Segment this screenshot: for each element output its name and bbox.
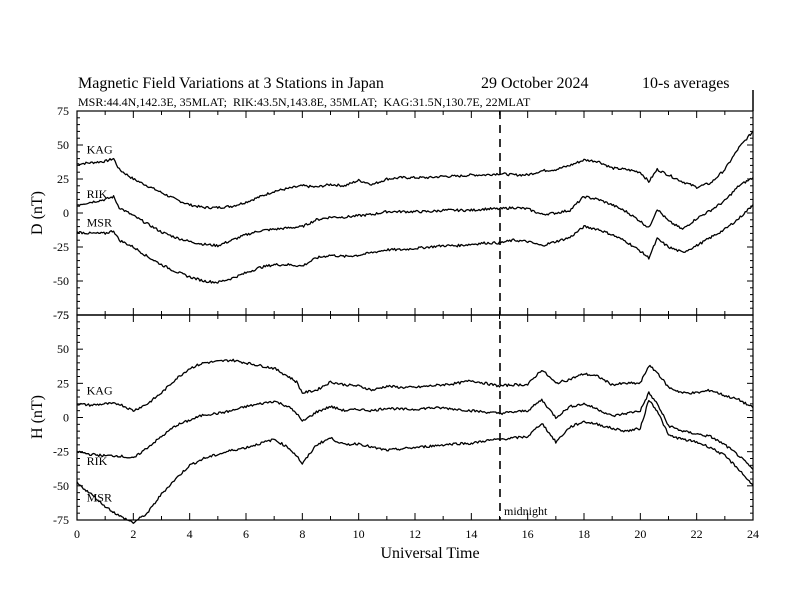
bottom-series-label-rik: RIK xyxy=(87,454,108,468)
x-tick-label: 10 xyxy=(353,527,365,541)
x-tick-label: 4 xyxy=(187,527,193,541)
top-series-label-kag: KAG xyxy=(87,142,113,156)
top-series-label-rik: RIK xyxy=(87,187,108,201)
bottom-y-tick-label: -50 xyxy=(53,479,69,493)
chart-averaging: 10-s averages xyxy=(642,75,730,92)
bottom-series-label-msr: MSR xyxy=(87,490,112,504)
top-panel: 75 50 25 0 -25 -50 -75 KAG RIK MSR xyxy=(53,104,754,322)
x-axis-label: Universal Time xyxy=(380,545,479,562)
bottom-y-tick-label: -75 xyxy=(53,513,69,527)
bottom-y-tick-label: 25 xyxy=(57,376,69,390)
bottom-y-tick-label: -25 xyxy=(53,445,69,459)
stations-line: MSR:44.4N,142.3E, 35MLAT; RIK:43.5N,143.… xyxy=(78,95,531,109)
bottom-y-tick-label: 75 xyxy=(57,308,69,322)
top-panel-frame xyxy=(76,110,754,316)
top-series-label-msr: MSR xyxy=(87,216,112,230)
x-tick-label: 0 xyxy=(74,527,80,541)
x-tick-label: 24 xyxy=(747,527,759,541)
top-y-tick-label: -75 xyxy=(53,308,69,322)
x-tick-label: 12 xyxy=(409,527,421,541)
bottom-panel-frame xyxy=(76,314,754,521)
bottom-y-tick-label: 0 xyxy=(63,411,69,425)
chart-date: 29 October 2024 xyxy=(481,75,589,92)
top-y-tick-label: -50 xyxy=(53,274,69,288)
top-y-tick-label: 50 xyxy=(57,138,69,152)
bottom-series-kag xyxy=(76,358,754,412)
midnight-label: midnight xyxy=(504,504,548,518)
top-series-msr xyxy=(76,204,754,284)
x-tick-label: 6 xyxy=(243,527,249,541)
x-tick-label: 18 xyxy=(578,527,590,541)
x-tick-label: 16 xyxy=(522,527,534,541)
top-series-rik xyxy=(76,177,754,248)
bottom-series-msr xyxy=(76,399,754,524)
bottom-y-axis-label: H (nT) xyxy=(29,395,46,439)
top-series-kag xyxy=(76,130,754,210)
bottom-series-label-kag: KAG xyxy=(87,383,113,397)
x-tick-label: 20 xyxy=(634,527,646,541)
x-tick-label: 8 xyxy=(299,527,305,541)
top-y-tick-label: -25 xyxy=(53,240,69,254)
x-tick-label: 22 xyxy=(691,527,703,541)
top-y-tick-label: 0 xyxy=(63,206,69,220)
chart-title: Magnetic Field Variations at 3 Stations … xyxy=(78,75,384,92)
bottom-series-rik xyxy=(76,391,754,470)
x-tick-label: 14 xyxy=(465,527,477,541)
x-tick-label: 2 xyxy=(130,527,136,541)
top-y-axis-label: D (nT) xyxy=(29,191,46,235)
top-y-tick-label: 75 xyxy=(57,104,69,118)
bottom-y-tick-label: 50 xyxy=(57,342,69,356)
top-y-tick-label: 25 xyxy=(57,172,69,186)
